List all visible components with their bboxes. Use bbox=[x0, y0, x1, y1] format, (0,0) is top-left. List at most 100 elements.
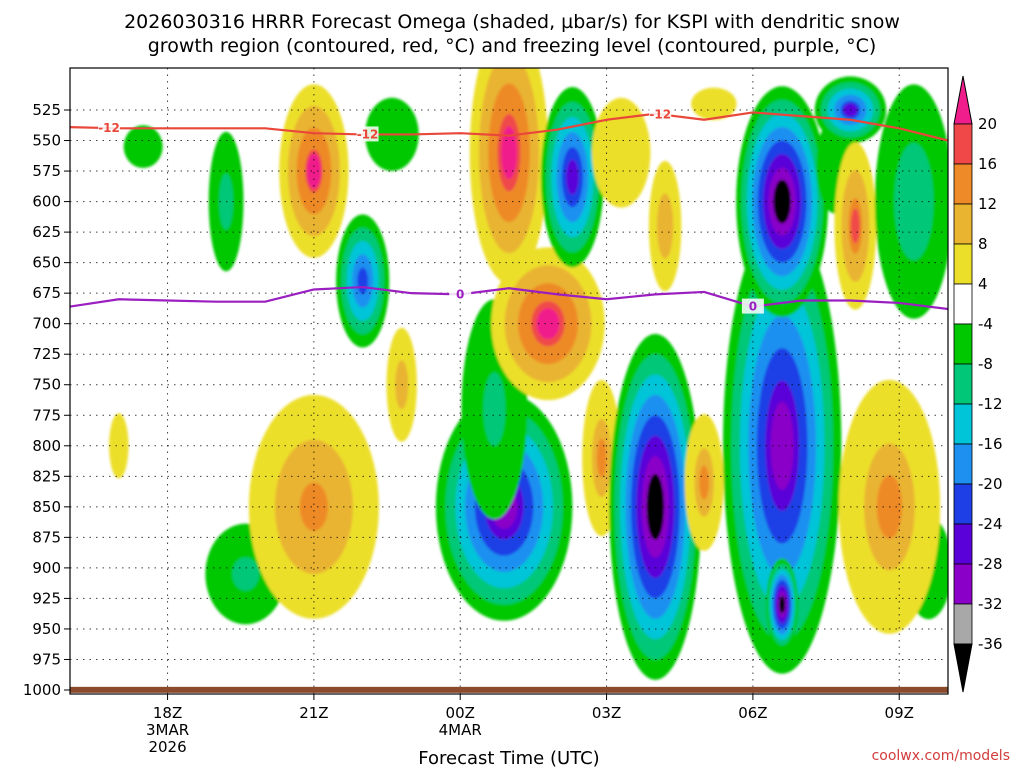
colorbar-label: -16 bbox=[978, 435, 1003, 453]
omega-contour-band bbox=[306, 153, 321, 189]
colorbar-label: 12 bbox=[978, 195, 997, 213]
colorbar-bin bbox=[953, 443, 973, 485]
omega-cell bbox=[248, 394, 379, 619]
colorbar-bin bbox=[953, 483, 973, 525]
colorbar-label: -24 bbox=[978, 515, 1003, 533]
colorbar-label: -4 bbox=[978, 315, 993, 333]
isotherm-line bbox=[70, 285, 948, 311]
x-tick-label: 18Z bbox=[153, 704, 182, 722]
isotherm-label: -12 bbox=[357, 127, 379, 141]
isotherm-line bbox=[70, 111, 948, 142]
colorbar-bin bbox=[953, 283, 973, 325]
omega-contour-band bbox=[691, 87, 737, 121]
y-tick-label: 950 bbox=[32, 620, 61, 638]
omega-cell bbox=[722, 217, 842, 674]
isotherm-label: -12 bbox=[98, 121, 120, 135]
colorbar-label: 4 bbox=[978, 275, 988, 293]
isotherm-label: -12 bbox=[649, 107, 671, 121]
isotherm-label-bg bbox=[449, 286, 472, 302]
colorbar-top-arrow bbox=[953, 75, 973, 125]
omega-contour-band bbox=[596, 438, 607, 478]
colorbar-bin bbox=[953, 243, 973, 285]
isotherm-label-bg bbox=[741, 298, 764, 314]
omega-cell bbox=[469, 68, 549, 284]
y-tick-label: 725 bbox=[32, 345, 61, 363]
x-tick-label: 00Z bbox=[446, 704, 475, 722]
plot-frame bbox=[69, 67, 949, 695]
omega-contour-band bbox=[699, 465, 709, 500]
colorbar-bin bbox=[953, 403, 973, 445]
omega-cell bbox=[834, 142, 877, 310]
y-tick-label: 700 bbox=[32, 315, 61, 333]
gridlines bbox=[70, 68, 948, 694]
omega-contour-band bbox=[779, 595, 786, 614]
colorbar-bin bbox=[953, 523, 973, 565]
omega-contour-band bbox=[656, 193, 674, 259]
x-tick-label: 09Z bbox=[885, 704, 914, 722]
omega-cell bbox=[684, 414, 724, 551]
y-tick-label: 800 bbox=[32, 437, 61, 455]
colorbar-label: -20 bbox=[978, 475, 1003, 493]
isotherm-label: 0 bbox=[749, 300, 757, 314]
x-tick-label: 03Z bbox=[592, 704, 621, 722]
y-tick-label: 550 bbox=[32, 132, 61, 150]
y-tick-label: 975 bbox=[32, 650, 61, 668]
colorbar-bin bbox=[953, 563, 973, 605]
omega-contour-band bbox=[904, 172, 924, 231]
omega-contour-band bbox=[123, 125, 163, 169]
omega-cell bbox=[491, 247, 605, 401]
omega-contour-band bbox=[109, 413, 129, 479]
x-tick-label: 21Z bbox=[299, 704, 328, 722]
colorbar-label: -36 bbox=[978, 635, 1003, 653]
chart-title-line-2: growth region (contoured, red, °C) and f… bbox=[148, 35, 877, 57]
x-tick-date-label: 3MAR bbox=[146, 721, 189, 739]
omega-cell bbox=[279, 84, 349, 258]
colorbar-bin bbox=[953, 123, 973, 165]
colorbar-label: -8 bbox=[978, 355, 993, 373]
colorbar-label: 8 bbox=[978, 235, 988, 253]
omega-cell bbox=[336, 214, 390, 348]
omega-contour-band bbox=[501, 126, 517, 180]
omega-cell bbox=[591, 97, 651, 208]
isotherm-label-bg bbox=[98, 120, 121, 136]
omega-cell bbox=[691, 87, 737, 121]
colorbar-bin bbox=[953, 363, 973, 405]
omega-contour-band bbox=[483, 372, 506, 446]
x-axis-title: Forecast Time (UTC) bbox=[418, 748, 599, 768]
omega-cell bbox=[736, 86, 829, 317]
colorbar-label: -12 bbox=[978, 395, 1003, 413]
y-tick-label: 825 bbox=[32, 467, 61, 485]
ground-surface bbox=[70, 686, 948, 693]
x-tick-label: 06Z bbox=[738, 704, 767, 722]
isotherm-label-bg bbox=[356, 126, 379, 142]
omega-cell bbox=[766, 558, 799, 651]
omega-contour-band bbox=[850, 208, 860, 244]
y-tick-label: 900 bbox=[32, 559, 61, 577]
isotherm-series: 00 bbox=[70, 285, 948, 314]
omega-contour-band bbox=[299, 482, 328, 532]
colorbar-bin bbox=[953, 323, 973, 365]
y-tick-label: 650 bbox=[32, 254, 61, 272]
omega-contour-band bbox=[536, 308, 560, 340]
x-tick-year-label: 2026 bbox=[148, 738, 186, 756]
colorbar: 20 16 12 8 4 -4 -8 -12 -16 -20 -24 -28 -32 -36 bbox=[953, 75, 1003, 693]
omega-contour-band bbox=[591, 97, 651, 208]
colorbar-bin bbox=[953, 203, 973, 245]
omega-cell bbox=[123, 125, 163, 169]
y-tick-label: 850 bbox=[32, 498, 61, 516]
y-tick-label: 875 bbox=[32, 528, 61, 546]
colorbar-label: 20 bbox=[978, 115, 997, 133]
colorbar-bottom-arrow bbox=[953, 643, 973, 693]
omega-contour-band bbox=[773, 179, 791, 224]
colorbar-label: -28 bbox=[978, 555, 1003, 573]
omega-contour-band bbox=[770, 401, 794, 490]
isotherm-label-bg bbox=[649, 106, 672, 122]
isotherm-label: 0 bbox=[456, 287, 464, 301]
omega-cell bbox=[874, 84, 948, 319]
isotherm-series: -12 -12 -12 bbox=[70, 106, 948, 142]
y-tick-label: 625 bbox=[32, 223, 61, 241]
